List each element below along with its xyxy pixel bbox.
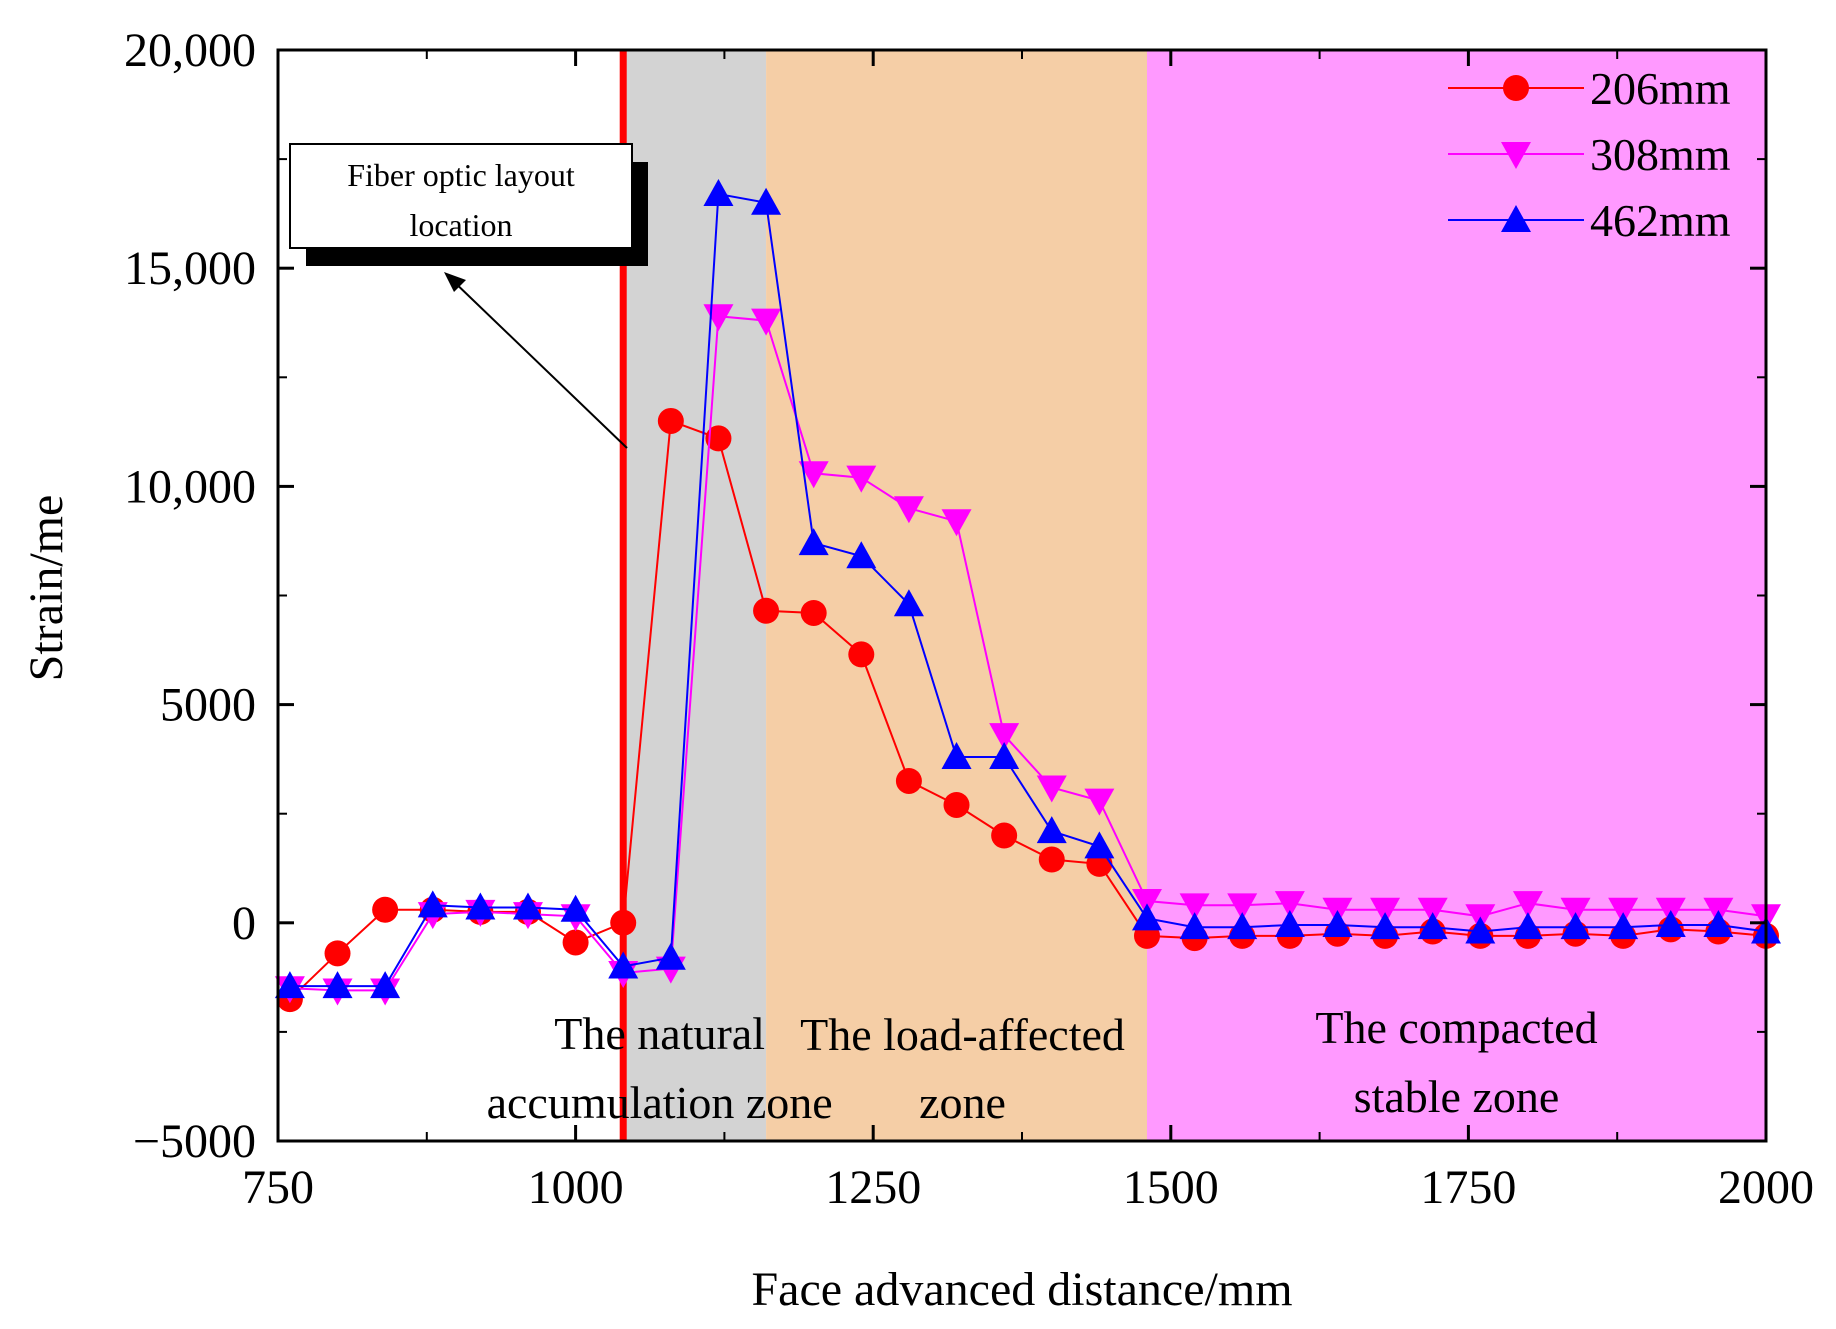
data-point-462mm-1720 <box>1417 912 1448 940</box>
zone-label-1-line-1: The natural <box>554 1008 765 1059</box>
data-point-206mm-1000 <box>562 929 589 956</box>
data-point-308mm-1600 <box>1274 891 1305 919</box>
legend-marker-462mm <box>1501 205 1531 232</box>
annotation-callout: Fiber optic layout location <box>289 143 648 449</box>
data-point-462mm-1480 <box>1131 903 1162 931</box>
data-point-462mm-1920 <box>1655 909 1686 937</box>
zone-label-1-line-2: accumulation zone <box>487 1077 833 1128</box>
y-tick-label: 15,000 <box>124 242 256 295</box>
data-point-206mm-1400 <box>1038 846 1065 873</box>
data-point-462mm-1280 <box>893 589 924 617</box>
data-point-462mm-840 <box>370 971 401 999</box>
data-point-206mm-1200 <box>800 599 827 626</box>
data-point-462mm-1200 <box>798 528 829 556</box>
data-point-308mm-1880 <box>1608 897 1639 925</box>
data-point-206mm-1080 <box>657 407 684 434</box>
data-point-462mm-1600 <box>1274 909 1305 937</box>
x-tick-label: 1500 <box>1123 1161 1219 1214</box>
data-point-462mm-1640 <box>1322 909 1353 937</box>
data-point-308mm-1240 <box>846 465 877 493</box>
data-point-462mm-1400 <box>1036 816 1067 844</box>
legend-label-308mm: 308mm <box>1590 129 1731 180</box>
data-point-462mm-1960 <box>1703 909 1734 937</box>
x-axis-title: Face advanced distance/mm <box>751 1263 1292 1316</box>
data-point-462mm-1840 <box>1560 912 1591 940</box>
data-point-462mm-1760 <box>1465 916 1496 944</box>
data-point-462mm-800 <box>322 971 353 999</box>
y-tick-label: 5000 <box>160 679 256 732</box>
y-tick-label: −5000 <box>133 1115 256 1168</box>
data-point-206mm-1360 <box>991 822 1018 849</box>
data-point-462mm-1320 <box>941 741 972 769</box>
data-point-462mm-1160 <box>751 187 782 215</box>
data-point-462mm-1240 <box>846 541 877 569</box>
data-point-308mm-1800 <box>1512 891 1543 919</box>
y-axis-title: Strain/me <box>20 495 73 682</box>
data-point-206mm-1320 <box>943 791 970 818</box>
data-point-462mm-1440 <box>1084 831 1115 859</box>
data-point-462mm-1680 <box>1370 912 1401 940</box>
data-point-308mm-1320 <box>941 509 972 537</box>
data-point-308mm-1360 <box>989 723 1020 751</box>
data-point-308mm-1480 <box>1131 888 1162 916</box>
annotation-text-line-2: location <box>409 207 512 243</box>
x-tick-label: 1000 <box>528 1161 624 1214</box>
data-point-206mm-800 <box>324 940 351 967</box>
data-point-462mm-1560 <box>1227 912 1258 940</box>
y-tick-label: 10,000 <box>124 460 256 513</box>
x-tick-label: 1250 <box>825 1161 921 1214</box>
zone-label-2-line-1: The load-affected <box>800 1009 1125 1060</box>
data-point-308mm-1840 <box>1560 897 1591 925</box>
y-tick-label: 0 <box>232 897 256 950</box>
data-point-308mm-1440 <box>1084 788 1115 816</box>
x-tick-label: 750 <box>242 1161 314 1214</box>
zone-band-2 <box>766 50 1147 1141</box>
annotation-arrow <box>447 275 628 449</box>
data-point-462mm-1520 <box>1179 912 1210 940</box>
data-point-462mm-1800 <box>1512 912 1543 940</box>
x-tick-label: 2000 <box>1718 1161 1814 1214</box>
legend-marker-206mm <box>1503 75 1529 101</box>
zone-label-3-line-1: The compacted <box>1315 1002 1597 1053</box>
y-tick-label: 20,000 <box>124 24 256 77</box>
data-point-206mm-1280 <box>895 767 922 794</box>
data-point-308mm-1520 <box>1179 893 1210 921</box>
data-point-308mm-1720 <box>1417 897 1448 925</box>
data-point-462mm-880 <box>417 890 448 918</box>
data-point-308mm-1560 <box>1227 893 1258 921</box>
data-point-206mm-840 <box>372 896 399 923</box>
legend-marker-308mm <box>1501 142 1531 169</box>
data-point-308mm-1280 <box>893 496 924 524</box>
data-point-206mm-1240 <box>848 641 875 668</box>
data-point-462mm-1120 <box>703 179 734 207</box>
data-point-308mm-1680 <box>1370 897 1401 925</box>
data-point-462mm-960 <box>512 892 543 920</box>
data-point-462mm-1000 <box>560 894 591 922</box>
annotation-text-line-1: Fiber optic layout <box>347 157 575 193</box>
zone-label-3-line-2: stable zone <box>1354 1071 1560 1122</box>
legend-label-206mm: 206mm <box>1590 63 1731 114</box>
series-462mm <box>274 179 1781 999</box>
data-point-462mm-1040 <box>608 951 639 979</box>
legend-label-462mm: 462mm <box>1590 195 1731 246</box>
data-point-206mm-1040 <box>610 909 637 936</box>
data-point-308mm-1200 <box>798 461 829 489</box>
data-point-206mm-1160 <box>753 597 780 624</box>
legend: 206mm 308mm 462mm <box>1448 63 1731 246</box>
zone-label-2-line-2: zone <box>919 1077 1006 1128</box>
data-point-308mm-1400 <box>1036 775 1067 803</box>
x-tick-label: 1750 <box>1420 1161 1516 1214</box>
data-point-462mm-1880 <box>1608 912 1639 940</box>
data-point-462mm-760 <box>274 971 305 999</box>
annotation-arrowhead <box>444 272 466 292</box>
data-point-462mm-1360 <box>989 741 1020 769</box>
data-point-206mm-1120 <box>705 425 732 452</box>
zone-band-3 <box>1146 50 1766 1141</box>
data-point-308mm-1160 <box>751 308 782 336</box>
data-point-462mm-1080 <box>655 942 686 970</box>
data-point-462mm-920 <box>465 892 496 920</box>
